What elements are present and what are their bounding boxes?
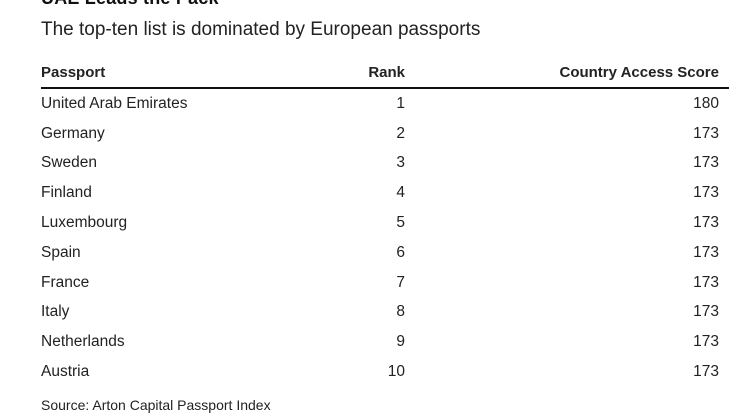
passport-cell: France: [41, 273, 90, 291]
table-row: Luxembourg 5 173: [41, 208, 729, 238]
rank-cell: 3: [396, 154, 405, 172]
table-row: Spain 6 173: [41, 238, 729, 268]
table-row: Italy 8 173: [41, 298, 729, 328]
rank-cell: 8: [396, 303, 405, 321]
passport-cell: United Arab Emirates: [41, 94, 188, 112]
table-body: United Arab Emirates 1 180 Germany 2 173 Swede…: [41, 88, 729, 387]
chart-title: UAE Leads the Pack: [41, 0, 219, 9]
header-row: Passport Rank Country Access Score: [41, 58, 729, 89]
passport-cell: Italy: [41, 303, 70, 321]
column-header-rank: Rank: [341, 58, 405, 89]
column-header-passport: Passport: [41, 58, 341, 89]
table-row: France 7 173: [41, 268, 729, 298]
score-cell: 173: [693, 243, 719, 261]
source-note: Source: Arton Capital Passport Index: [41, 397, 271, 413]
score-cell: 173: [693, 363, 719, 381]
rank-cell: 1: [396, 94, 405, 112]
chart-subtitle: The top-ten list is dominated by Europea…: [41, 19, 481, 40]
rank-cell: 7: [396, 273, 405, 291]
score-cell: 173: [693, 124, 719, 142]
rank-cell: 6: [396, 243, 405, 261]
column-header-score: Country Access Score: [405, 58, 729, 89]
rank-cell: 4: [396, 184, 405, 202]
table-row: United Arab Emirates 1 180: [41, 88, 729, 119]
passport-table: Passport Rank Country Access Score Unite…: [41, 58, 729, 387]
score-cell: 173: [693, 333, 719, 351]
passport-cell: Spain: [41, 243, 81, 261]
passport-cell: Netherlands: [41, 333, 125, 351]
passport-cell: Austria: [41, 363, 90, 381]
score-cell: 173: [693, 303, 719, 321]
score-cell: 180: [693, 94, 719, 112]
passport-cell: Sweden: [41, 154, 98, 172]
rank-cell: 10: [387, 363, 405, 381]
table-row: Germany 2 173: [41, 119, 729, 149]
score-cell: 173: [693, 273, 719, 291]
table-row: Sweden 3 173: [41, 149, 729, 179]
score-cell: 173: [693, 154, 719, 172]
score-cell: 173: [693, 214, 719, 232]
rank-cell: 2: [396, 124, 405, 142]
table-row: Netherlands 9 173: [41, 327, 729, 357]
rank-cell: 5: [396, 214, 405, 232]
table-row: Finland 4 173: [41, 178, 729, 208]
passport-cell: Luxembourg: [41, 214, 128, 232]
passport-cell: Finland: [41, 184, 92, 202]
passport-cell: Germany: [41, 124, 105, 142]
score-cell: 173: [693, 184, 719, 202]
rank-cell: 9: [396, 333, 405, 351]
table-row: Austria 10 173: [41, 357, 729, 387]
